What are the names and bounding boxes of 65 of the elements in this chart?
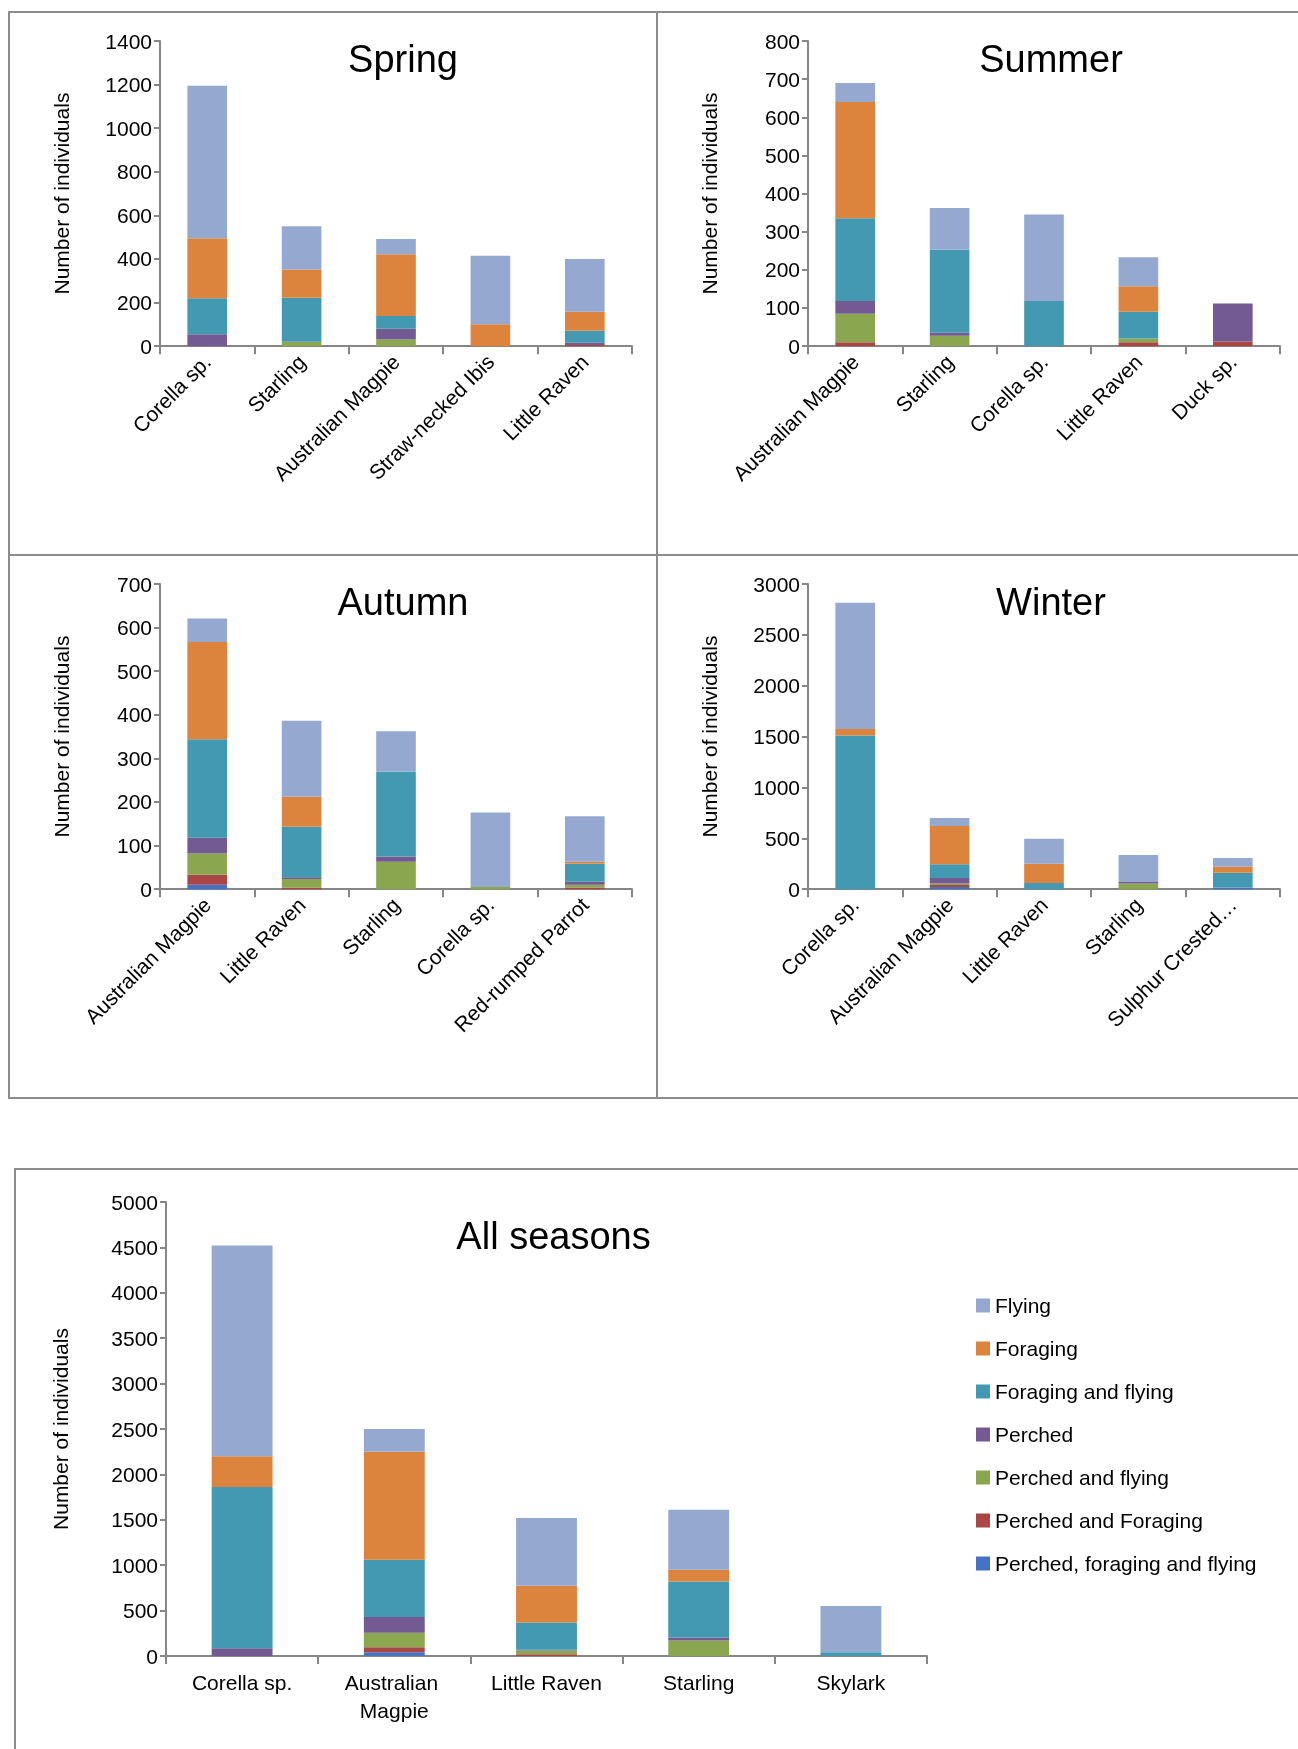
y-tick-label: 1200 xyxy=(105,73,152,97)
x-tick-label: Skylark xyxy=(816,1670,886,1694)
y-tick-label: 200 xyxy=(764,258,800,282)
y-tick-label: 4500 xyxy=(111,1235,158,1259)
y-tick-label: 600 xyxy=(764,105,800,129)
y-tick-label: 2500 xyxy=(753,623,800,647)
y-tick-label: 200 xyxy=(116,291,152,315)
y-tick-label: 700 xyxy=(764,67,800,91)
legend-label: Foraging and flying xyxy=(995,1380,1174,1403)
y-tick-label: 500 xyxy=(116,659,152,683)
legend-label: Flying xyxy=(995,1294,1052,1317)
chart-title: Autumn xyxy=(337,581,469,623)
y-tick-label: 3000 xyxy=(753,572,800,596)
y-tick-label: 2000 xyxy=(111,1462,158,1486)
y-tick-label: 2500 xyxy=(111,1417,158,1441)
chart-title: All seasons xyxy=(456,1215,651,1257)
chart-title: Winter xyxy=(996,581,1107,623)
y-tick-label: 0 xyxy=(788,334,800,358)
y-axis-title: Number of individuals xyxy=(698,92,721,295)
y-tick-label: 3000 xyxy=(111,1372,158,1396)
legend-label: Perched, foraging and flying xyxy=(995,1552,1257,1575)
y-tick-label: 600 xyxy=(116,203,152,227)
y-tick-label: 500 xyxy=(764,826,800,850)
y-tick-label: 0 xyxy=(146,1644,158,1668)
y-tick-label: 800 xyxy=(764,29,800,53)
y-tick-label: 1500 xyxy=(753,725,800,749)
y-axis-title: Number of individuals xyxy=(50,635,73,838)
y-tick-label: 400 xyxy=(116,247,152,271)
y-axis-title: Number of individuals xyxy=(698,635,721,838)
y-tick-label: 400 xyxy=(764,182,800,206)
chart-title: Spring xyxy=(348,38,458,80)
y-tick-label: 300 xyxy=(116,746,152,770)
y-tick-label: 200 xyxy=(116,790,152,814)
y-tick-label: 500 xyxy=(764,143,800,167)
y-tick-label: 400 xyxy=(116,703,152,727)
y-tick-label: 0 xyxy=(788,877,800,901)
y-axis-title: Number of individuals xyxy=(50,92,73,295)
x-tick-label: Corella sp. xyxy=(191,1670,293,1694)
y-tick-label: 700 xyxy=(116,572,152,596)
y-tick-label: 4000 xyxy=(111,1281,158,1305)
x-tick-label: Australian Magpie xyxy=(344,1670,444,1722)
legend-label: Foraging xyxy=(995,1337,1078,1360)
y-tick-label: 0 xyxy=(140,334,152,358)
y-tick-label: 500 xyxy=(122,1599,158,1623)
y-tick-label: 800 xyxy=(116,160,152,184)
y-tick-label: 0 xyxy=(140,877,152,901)
legend-label: Perched and flying xyxy=(995,1466,1169,1489)
legend-label: Perched and Foraging xyxy=(995,1509,1203,1532)
y-tick-label: 3500 xyxy=(111,1326,158,1350)
y-tick-label: 1400 xyxy=(105,29,152,53)
y-tick-label: 600 xyxy=(116,616,152,640)
y-tick-label: 300 xyxy=(764,220,800,244)
chart-title: Summer xyxy=(979,38,1124,80)
x-tick-label: Starling xyxy=(663,1670,735,1694)
y-tick-label: 100 xyxy=(116,834,152,858)
x-tick-label: Little Raven xyxy=(491,1670,602,1694)
y-tick-label: 1000 xyxy=(753,775,800,799)
y-axis-title: Number of individuals xyxy=(49,1328,72,1530)
y-tick-label: 5000 xyxy=(111,1190,158,1214)
y-tick-label: 1000 xyxy=(105,116,152,140)
y-tick-label: 1500 xyxy=(111,1508,158,1532)
y-tick-label: 1000 xyxy=(111,1553,158,1577)
legend-label: Perched xyxy=(995,1423,1074,1446)
y-tick-label: 2000 xyxy=(753,674,800,698)
y-tick-label: 100 xyxy=(764,296,800,320)
